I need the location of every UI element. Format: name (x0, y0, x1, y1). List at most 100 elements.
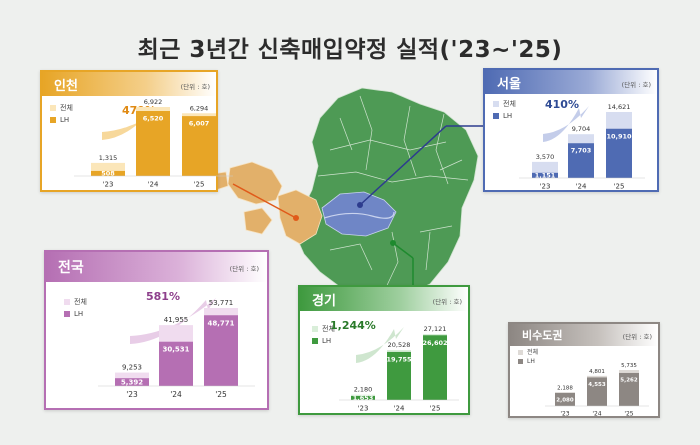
x-tick-label: '25 (614, 183, 625, 191)
nation-panel-header: 전국 (46, 252, 267, 282)
data-label-lh: 19,755 (386, 355, 412, 363)
bar-lh (136, 111, 170, 176)
data-label-lh: 30,531 (162, 346, 189, 354)
data-label-lh: 4,553 (588, 382, 606, 388)
bar-lh (568, 143, 594, 178)
bar-lh (555, 392, 575, 406)
legend-total-swatch (493, 101, 499, 107)
incheon-panel-title: 인천 (54, 78, 78, 94)
legend-lh-label: LH (60, 116, 70, 124)
legend-lh-swatch (312, 338, 318, 344)
data-label-total: 53,771 (209, 299, 234, 307)
gyeonggi-legend: 전체 LH (312, 323, 335, 347)
data-label-total: 14,621 (608, 103, 631, 111)
data-label-lh: 1,653 (353, 394, 374, 402)
bar-lh (387, 351, 411, 400)
nonmetro-panel-header: 비수도권 (510, 324, 658, 346)
incheon-panel-header: 인천 (42, 72, 216, 96)
data-label-lh: 10,910 (606, 132, 632, 140)
incheon-island-ganghwa (227, 161, 283, 205)
x-tick-label: '25 (194, 181, 205, 189)
nation-unit-label: (단위 : 호) (229, 265, 259, 273)
incheon-panel: 인천 (단위 : 호) 전체 LH 479%1,315508'236,9226,… (40, 70, 233, 192)
legend-total-label: 전체 (322, 325, 335, 333)
data-label-total: 20,528 (388, 341, 411, 349)
data-label-lh: 6,520 (143, 115, 164, 123)
nation-panel-title: 전국 (58, 260, 84, 276)
legend-lh-label: LH (322, 337, 332, 345)
growth-rate-label: 581% (146, 290, 180, 303)
x-tick-label: '24 (148, 181, 159, 189)
bar-lh (351, 395, 375, 400)
data-label-lh: 26,602 (422, 339, 447, 347)
legend-lh-swatch (518, 359, 523, 364)
data-label-total: 9,704 (572, 125, 591, 133)
data-label-lh: 48,771 (207, 319, 234, 327)
nonmetro-unit-label: (단위 : 호) (622, 333, 652, 341)
bar-lh (587, 377, 607, 406)
data-label-lh: 5,262 (620, 377, 638, 383)
legend-total-label: 전체 (527, 349, 539, 356)
data-label-total: 2,180 (354, 386, 373, 394)
bar-lh (619, 372, 639, 406)
x-tick-label: '23 (560, 411, 569, 418)
data-label-lh: 508 (101, 170, 115, 178)
nation-panel: 전국 (단위 : 호) 전체 LH 581% 9,253 5,392 '23 41,95… (44, 250, 269, 410)
data-label-total: 27,121 (424, 325, 447, 333)
data-label-total: 6,294 (190, 104, 209, 112)
x-tick-label: '24 (394, 405, 405, 413)
bar-lh (204, 315, 238, 386)
bar-lh (91, 170, 125, 176)
nonmetro-panel-title: 비수도권 (522, 329, 563, 342)
data-label-total: 9,253 (122, 364, 142, 372)
data-label-total: 6,922 (144, 98, 163, 106)
seoul-legend: 전체 LH (493, 98, 516, 122)
gyeonggi-panel-header: 경기 (300, 287, 468, 311)
page-title: 최근 3년간 신축매입약정 실적('23~'25) (137, 37, 563, 63)
x-tick-label: '24 (170, 390, 182, 399)
data-label-lh: 1,151 (535, 172, 556, 180)
data-label-total: 41,955 (164, 316, 189, 324)
data-label-lh: 7,703 (571, 147, 592, 155)
data-label-total: 1,315 (99, 154, 118, 162)
bar-lh (182, 116, 216, 176)
growth-arrow (356, 327, 404, 363)
data-label-total: 2,188 (557, 385, 573, 391)
growth-arrow (543, 106, 589, 142)
bar-lh (532, 172, 558, 178)
map-district-lines (317, 95, 469, 297)
seoul-panel: 서울 (단위 : 호) 전체 LH 410% 3,570 1,151 '23 9,704… (483, 68, 659, 192)
incheon-legend: 전체 LH (50, 102, 73, 126)
nation-legend: 전체 LH (64, 296, 87, 320)
x-tick-label: '25 (430, 405, 441, 413)
incheon-map-region (277, 189, 323, 245)
seoul-panel-header: 서울 (485, 70, 657, 94)
seoul-unit-label: (단위 : 호) (621, 81, 651, 89)
growth-arrow (130, 298, 216, 344)
legend-total-swatch (312, 326, 318, 332)
incheon-island-small (243, 207, 273, 235)
growth-rate-label: 1,244% (330, 319, 376, 332)
incheon-chart: 479%1,315508'236,9226,520'246,2946,007'2… (74, 98, 233, 189)
legend-lh-swatch (493, 113, 499, 119)
data-label-total: 5,735 (621, 363, 637, 369)
gyeonggi-unit-label: (단위 : 호) (432, 298, 462, 306)
growth-rate-label: 410% (545, 98, 579, 111)
data-label-total: 4,801 (589, 369, 605, 375)
bar-lh (423, 335, 447, 400)
x-tick-label: '23 (358, 405, 369, 413)
leader-lines (232, 125, 484, 288)
legend-total-label: 전체 (74, 298, 87, 306)
legend-lh-label: LH (503, 112, 513, 120)
nation-chart: 581% 9,253 5,392 '23 41,955 30,531 '24 53,771 48… (98, 290, 255, 399)
legend-lh-swatch (50, 117, 56, 123)
data-label-lh: 5,392 (121, 379, 143, 387)
gyeonggi-panel: 경기 (단위 : 호) 전체 LH 1,244% 2,180 1,653 '23 20,… (298, 285, 470, 415)
nonmetro-chart: 2,188 2,080 '23 4,801 4,553 '24 5,735 5,262 '25 (545, 363, 649, 418)
bar-lh (115, 378, 149, 386)
bar-lh (159, 341, 193, 386)
data-label-lh: 2,080 (556, 397, 574, 403)
x-tick-label: '25 (624, 411, 633, 418)
legend-lh-swatch (64, 311, 70, 317)
